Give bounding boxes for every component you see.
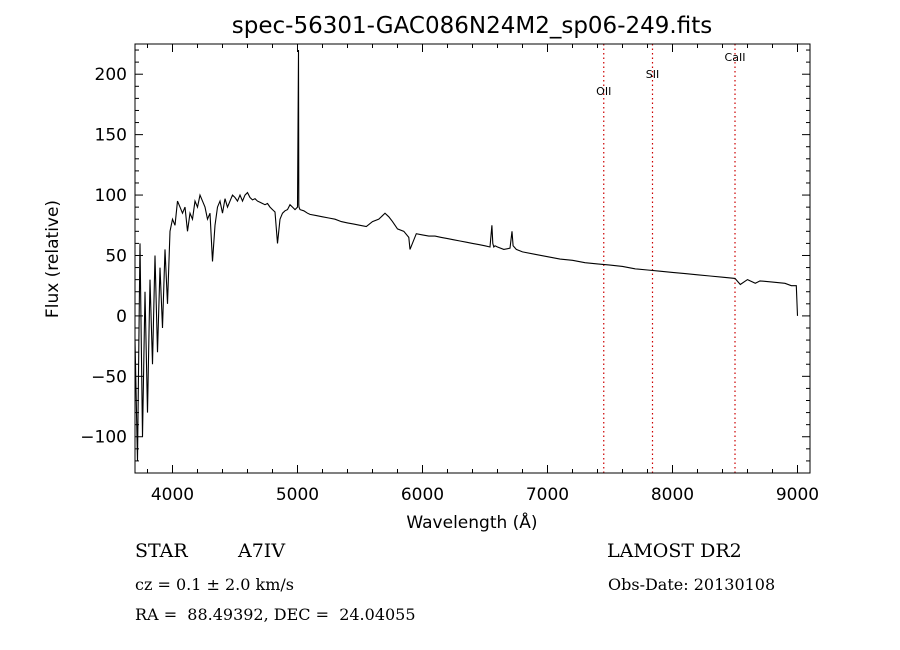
line-marker-label-sii: SII	[646, 68, 659, 81]
x-tick-label: 8000	[651, 485, 694, 505]
y-tick-label: 200	[95, 65, 127, 85]
spectrum-line	[135, 49, 799, 461]
chart-title: spec-56301-GAC086N24M2_sp06-249.fits	[232, 13, 712, 39]
x-tick-label: 5000	[276, 485, 319, 505]
redshift-info: cz = 0.1 ± 2.0 km/s	[135, 575, 294, 594]
plot-frame	[134, 43, 811, 474]
y-tick-label: −100	[80, 428, 127, 448]
y-axis-label: Flux (relative)	[43, 200, 63, 318]
plot-area: OII SII CaII 4000 5000 6000 7000 8000 9000 −100 −5…	[80, 43, 819, 505]
line-marker-label-caii: CaII	[725, 51, 746, 64]
x-tick-label: 9000	[776, 485, 819, 505]
observation-date: Obs-Date: 20130108	[608, 575, 776, 594]
line-marker-label-oii: OII	[596, 85, 611, 98]
y-tick-label: 0	[116, 307, 127, 327]
x-tick-label: 6000	[401, 485, 444, 505]
x-tick-label: 7000	[526, 485, 569, 505]
object-class: STAR	[135, 540, 188, 562]
y-tick-label: 100	[95, 186, 127, 206]
spectral-subclass: A7IV	[238, 540, 286, 562]
x-axis-label: Wavelength (Å)	[406, 511, 537, 533]
x-tick-label: 4000	[151, 485, 194, 505]
survey-name: LAMOST DR2	[607, 540, 742, 562]
y-tick-label: 150	[95, 126, 127, 146]
coordinates: RA = 88.49392, DEC = 24.04055	[135, 605, 416, 624]
y-tick-label: 50	[105, 246, 127, 266]
y-tick-label: −50	[91, 367, 127, 387]
